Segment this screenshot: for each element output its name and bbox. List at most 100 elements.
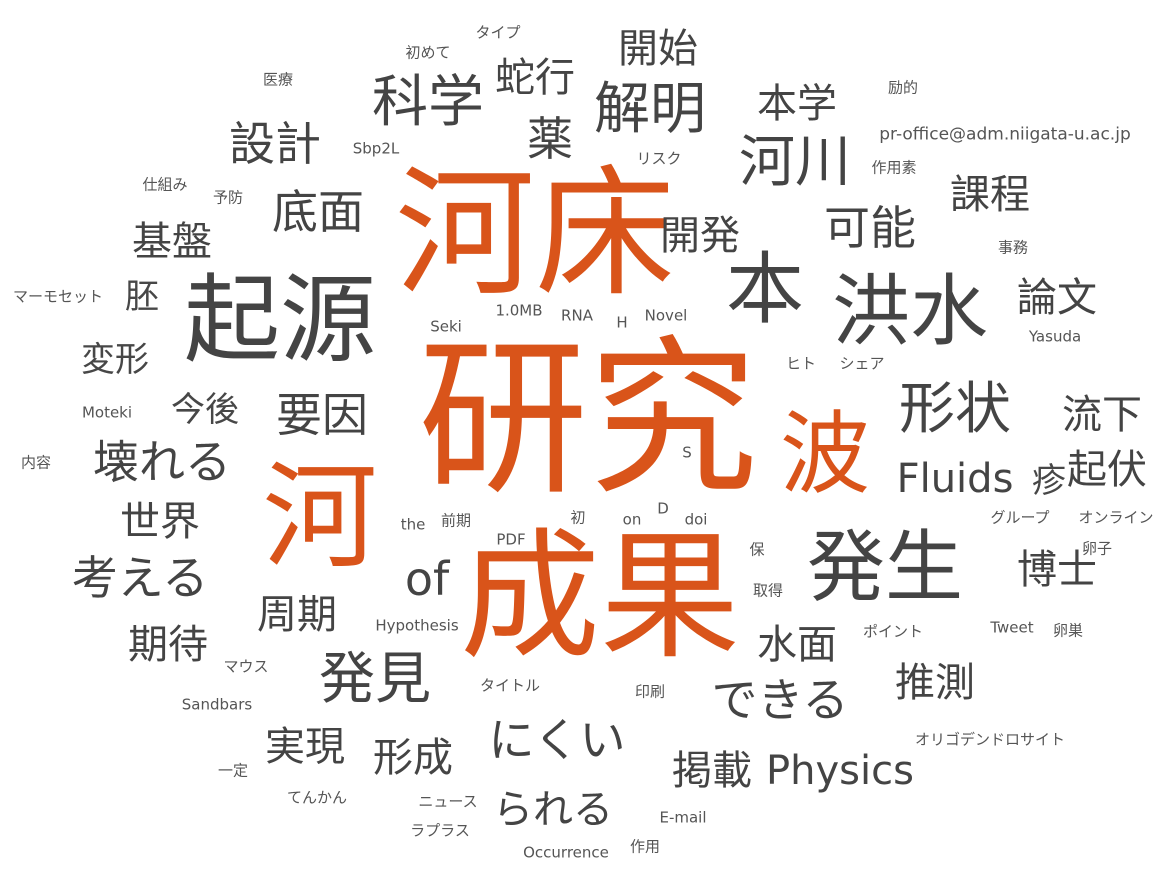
word-cloud-term: 波 (780, 402, 870, 507)
word-cloud-term: Yasuda (1028, 327, 1082, 346)
word-cloud-term: 薬 (527, 112, 573, 166)
word-cloud-term: Tweet (990, 618, 1034, 637)
word-cloud-term: Fluids (896, 456, 1014, 502)
word-cloud-term: Moteki (81, 403, 133, 422)
word-cloud-term: 掲載 (672, 748, 752, 794)
word-cloud-term: 作用 (629, 837, 661, 856)
word-cloud-term: 本学 (757, 81, 837, 127)
word-cloud-term: 論文 (1017, 275, 1097, 321)
word-cloud-term: マウス (223, 657, 269, 676)
word-cloud-term: 発見 (319, 647, 431, 712)
word-cloud-term: on (622, 510, 642, 529)
word-cloud-term: 励的 (887, 78, 919, 97)
word-cloud-term: 前期 (440, 511, 472, 530)
word-cloud-term: 考える (71, 551, 209, 605)
word-cloud-term: PDF (496, 530, 526, 549)
word-cloud-term: 期待 (128, 622, 208, 668)
word-cloud-term: マーモセット (12, 287, 104, 306)
word-cloud-term: ヒト (785, 354, 817, 373)
word-cloud-term: 壊れる (93, 435, 231, 489)
word-cloud-term: 疹 (1032, 461, 1066, 501)
word-cloud-term: 内容 (20, 453, 52, 472)
word-cloud-term: Occurrence (523, 843, 609, 862)
word-cloud-term: 1.0MB (495, 301, 543, 320)
word-cloud-term: H (616, 313, 628, 332)
word-cloud-term: 取得 (752, 581, 784, 600)
word-cloud-term: 発生 (806, 523, 964, 613)
word-cloud-term: 研究 (417, 321, 759, 519)
word-cloud-term: 予防 (212, 188, 244, 207)
word-cloud-term: 基盤 (132, 219, 212, 265)
word-cloud-term: 卵子 (1081, 539, 1113, 558)
word-cloud-term: 保 (749, 540, 765, 559)
word-cloud-term: 科学 (372, 70, 484, 135)
word-cloud-term: 課程 (950, 172, 1030, 218)
word-cloud-term: 水面 (757, 622, 837, 668)
word-cloud-term: 世界 (120, 499, 200, 545)
word-cloud-term: 起伏 (1067, 447, 1147, 493)
word-cloud-term: 設計 (229, 117, 321, 171)
word-cloud-term: 作用素 (871, 158, 917, 177)
word-cloud-term: 成果 (459, 516, 741, 679)
word-cloud-term: シェア (839, 354, 885, 373)
word-cloud-term: 仕組み (142, 175, 188, 194)
word-cloud-term: Seki (430, 317, 462, 336)
word-cloud-term: 解明 (594, 77, 706, 142)
word-cloud-term: 変形 (81, 340, 149, 380)
word-cloud-term: 河川 (739, 130, 851, 195)
word-cloud-term: オンライン (1078, 508, 1154, 527)
word-cloud-term: 起源 (184, 264, 376, 376)
word-cloud-term: Physics (766, 748, 914, 794)
word-cloud-term: 可能 (824, 201, 916, 255)
word-cloud-term: S (682, 443, 692, 462)
word-cloud-term: 本 (725, 245, 805, 335)
word-cloud-term: られる (493, 787, 613, 833)
word-cloud-term: of (404, 552, 450, 606)
word-cloud-term: pr-office@adm.niigata-u.ac.jp (879, 124, 1131, 145)
word-cloud-term: E-mail (659, 808, 707, 827)
word-cloud-term: 博士 (1017, 547, 1097, 593)
word-cloud-term: 初めて (405, 43, 451, 62)
word-cloud-term: 形状 (899, 377, 1011, 442)
word-cloud-term: 要因 (276, 388, 368, 442)
word-cloud-term: 開発 (660, 213, 740, 259)
word-cloud-term: Hypothesis (375, 616, 459, 635)
word-cloud-term: グループ (990, 508, 1050, 527)
word-cloud-term: 事務 (997, 238, 1029, 257)
word-cloud-term: 胚 (125, 277, 159, 317)
word-cloud-term: タイトル (479, 676, 541, 695)
word-cloud-term: RNA (561, 306, 593, 325)
word-cloud-term: Sandbars (181, 695, 253, 714)
word-cloud-term: 河 (262, 450, 378, 585)
word-cloud-term: 周期 (257, 592, 337, 638)
word-cloud-term: D (657, 499, 669, 518)
word-cloud-term: てんかん (286, 788, 348, 807)
word-cloud-term: Novel (644, 306, 688, 325)
word-cloud-term: 実現 (265, 724, 345, 770)
word-cloud-term: ポイント (862, 622, 924, 641)
word-cloud-term: doi (684, 510, 708, 529)
word-cloud-term: にくい (488, 713, 626, 767)
word-cloud-term: 今後 (171, 390, 239, 430)
word-cloud-term: 印刷 (634, 682, 666, 701)
word-cloud-term: 流下 (1062, 392, 1142, 438)
word-cloud-term: 医療 (262, 70, 294, 89)
word-cloud-term: 底面 (272, 185, 364, 239)
word-cloud-term: 蛇行 (495, 55, 575, 101)
word-cloud-term: タイプ (475, 23, 521, 42)
word-cloud-term: リスク (636, 149, 682, 168)
word-cloud-term: できる (711, 673, 849, 727)
word-cloud-term: 開始 (618, 26, 698, 72)
word-cloud-term: 一定 (217, 761, 249, 780)
word-cloud-term: 形成 (373, 735, 453, 781)
word-cloud-term: ラプラス (410, 821, 470, 840)
word-cloud-term: 初 (570, 508, 586, 527)
word-cloud-term: 河床 (394, 153, 676, 316)
word-cloud-term: the (400, 515, 426, 534)
word-cloud-term: 洪水 (831, 267, 989, 357)
word-cloud-term: オリゴデンドロサイト (914, 730, 1066, 749)
word-cloud-term: ニュース (418, 792, 478, 811)
word-cloud-term: 推測 (895, 660, 975, 706)
word-cloud-term: Sbp2L (352, 139, 400, 158)
